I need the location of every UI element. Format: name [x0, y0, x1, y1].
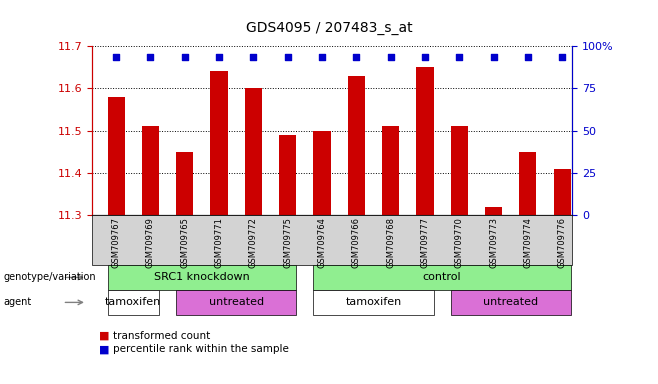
- Point: [454, 54, 465, 60]
- Text: untreated: untreated: [209, 297, 264, 308]
- Point: [488, 54, 499, 60]
- Text: GSM709765: GSM709765: [180, 217, 190, 268]
- Text: GSM709776: GSM709776: [558, 217, 567, 268]
- Text: untreated: untreated: [483, 297, 538, 308]
- Point: [557, 54, 567, 60]
- Text: genotype/variation: genotype/variation: [3, 272, 96, 283]
- Bar: [313, 131, 330, 215]
- Text: tamoxifen: tamoxifen: [345, 297, 401, 308]
- Point: [420, 54, 430, 60]
- Point: [316, 54, 327, 60]
- Bar: [382, 126, 399, 215]
- Text: control: control: [423, 272, 461, 283]
- Text: GSM709772: GSM709772: [249, 217, 258, 268]
- Bar: [211, 71, 228, 215]
- Point: [111, 54, 121, 60]
- Point: [522, 54, 533, 60]
- Bar: [347, 76, 365, 215]
- Bar: [553, 169, 570, 215]
- Bar: [107, 97, 125, 215]
- Text: GSM709771: GSM709771: [215, 217, 224, 268]
- Bar: [485, 207, 502, 215]
- Text: GDS4095 / 207483_s_at: GDS4095 / 207483_s_at: [245, 21, 413, 35]
- Text: GSM709775: GSM709775: [283, 217, 292, 268]
- Bar: [417, 67, 434, 215]
- Text: ■: ■: [99, 344, 109, 354]
- Bar: [451, 126, 468, 215]
- Text: GSM709768: GSM709768: [386, 217, 395, 268]
- Point: [248, 54, 259, 60]
- Text: tamoxifen: tamoxifen: [105, 297, 161, 308]
- Bar: [176, 152, 193, 215]
- Text: SRC1 knockdown: SRC1 knockdown: [154, 272, 250, 283]
- Text: percentile rank within the sample: percentile rank within the sample: [113, 344, 289, 354]
- Point: [214, 54, 224, 60]
- Text: agent: agent: [3, 297, 32, 308]
- Text: GSM709773: GSM709773: [489, 217, 498, 268]
- Text: ■: ■: [99, 331, 109, 341]
- Bar: [142, 126, 159, 215]
- Text: GSM709769: GSM709769: [146, 217, 155, 268]
- Bar: [519, 152, 536, 215]
- Text: GSM709770: GSM709770: [455, 217, 464, 268]
- Text: GSM709764: GSM709764: [318, 217, 326, 268]
- Point: [180, 54, 190, 60]
- Bar: [279, 135, 296, 215]
- Bar: [245, 88, 262, 215]
- Text: GSM709766: GSM709766: [352, 217, 361, 268]
- Text: GSM709774: GSM709774: [523, 217, 532, 268]
- Point: [351, 54, 362, 60]
- Point: [145, 54, 156, 60]
- Text: transformed count: transformed count: [113, 331, 211, 341]
- Text: GSM709767: GSM709767: [112, 217, 120, 268]
- Point: [386, 54, 396, 60]
- Text: GSM709777: GSM709777: [420, 217, 430, 268]
- Point: [282, 54, 293, 60]
